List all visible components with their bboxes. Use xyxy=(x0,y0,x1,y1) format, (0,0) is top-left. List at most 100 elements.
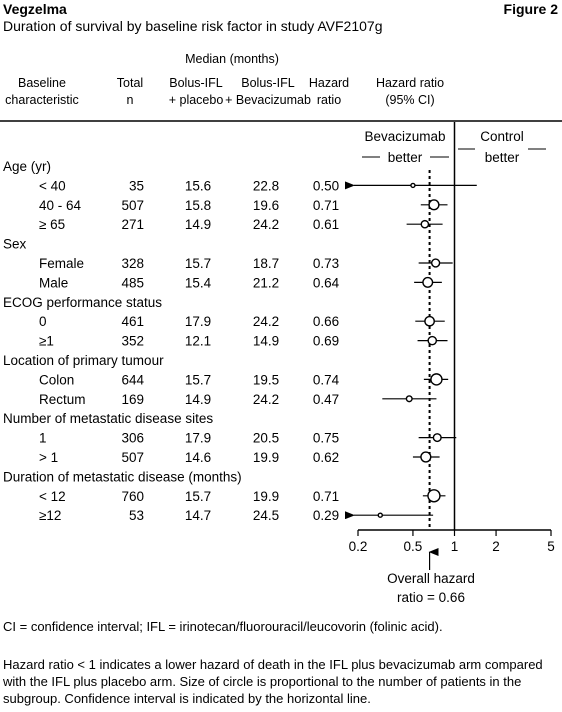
header-baseline-2: characteristic xyxy=(5,93,79,107)
hr-point xyxy=(432,433,442,443)
row-placebo-median: 15.7 xyxy=(185,256,211,271)
row-hazard-ratio: 0.50 xyxy=(313,178,339,193)
group-label: Number of metastatic disease sites xyxy=(3,411,213,426)
header-hr-2: ratio xyxy=(317,93,341,107)
header-bev-2: + Bevacizumab xyxy=(225,93,311,107)
row-hazard-ratio: 0.75 xyxy=(313,431,339,446)
footnote-abbreviations: CI = confidence interval; IFL = irinotec… xyxy=(3,619,443,634)
footnote-interpretation: Hazard ratio < 1 indicates a lower hazar… xyxy=(3,657,543,706)
row-bev-median: 19.9 xyxy=(253,489,279,504)
header-ci-1: Hazard ratio xyxy=(376,76,444,90)
group-label: ECOG performance status xyxy=(3,295,162,310)
chart-title: Duration of survival by baseline risk fa… xyxy=(3,18,382,34)
row-label: < 12 xyxy=(39,489,66,504)
row-total-n: 352 xyxy=(121,334,144,349)
row-total-n: 644 xyxy=(121,372,144,387)
favours-left-2: better xyxy=(388,150,423,165)
data-rows: Age (yr) < 40 35 15.6 22.8 0.50 40 - 64 507 15.8… xyxy=(3,159,477,523)
row-placebo-median: 17.9 xyxy=(185,314,211,329)
hr-point xyxy=(427,489,441,503)
hr-point xyxy=(422,276,434,288)
row-total-n: 760 xyxy=(121,489,144,504)
hr-point xyxy=(420,451,432,463)
row-label: Male xyxy=(39,275,68,290)
group-label: Sex xyxy=(3,237,27,252)
row-label: Colon xyxy=(39,372,74,387)
row-hazard-ratio: 0.47 xyxy=(313,392,339,407)
row-hazard-ratio: 0.69 xyxy=(313,334,339,349)
group-label: Duration of metastatic disease (months) xyxy=(3,469,242,484)
header-total-2: n xyxy=(127,93,134,107)
row-total-n: 461 xyxy=(121,314,144,329)
row-bev-median: 22.8 xyxy=(253,178,279,193)
row-bev-median: 14.9 xyxy=(253,334,279,349)
row-placebo-median: 15.7 xyxy=(185,489,211,504)
row-hazard-ratio: 0.62 xyxy=(313,450,339,465)
group-label: Age (yr) xyxy=(3,159,51,174)
row-total-n: 271 xyxy=(121,217,144,232)
row-label: ≥1 xyxy=(39,334,54,349)
hr-point xyxy=(430,373,443,386)
hr-point xyxy=(428,199,440,211)
header-bev-1: Bolus-IFL xyxy=(241,76,295,90)
row-placebo-median: 12.1 xyxy=(185,334,211,349)
hr-point xyxy=(420,219,430,229)
x-tick-label: 2 xyxy=(492,539,500,554)
x-tick-label: 0.5 xyxy=(404,539,423,554)
row-hazard-ratio: 0.73 xyxy=(313,256,339,271)
hr-point xyxy=(427,335,438,346)
row-placebo-median: 14.9 xyxy=(185,392,211,407)
header-ci-2: (95% CI) xyxy=(385,93,434,107)
row-total-n: 35 xyxy=(129,178,144,193)
row-bev-median: 18.7 xyxy=(253,256,279,271)
header-hr-1: Hazard xyxy=(309,76,349,90)
figure-label: Figure 2 xyxy=(504,1,559,17)
row-hazard-ratio: 0.74 xyxy=(313,372,340,387)
x-axis-ticks: 0.2 0.5 1 2 5 xyxy=(349,530,555,554)
row-label: 0 xyxy=(39,314,47,329)
x-tick-label: 0.2 xyxy=(349,539,368,554)
row-total-n: 53 xyxy=(129,508,144,523)
brand-name: Vegzelma xyxy=(3,1,67,17)
header-baseline-1: Baseline xyxy=(18,76,66,90)
row-hazard-ratio: 0.29 xyxy=(313,508,339,523)
row-total-n: 306 xyxy=(121,431,144,446)
favours-left-1: Bevacizumab xyxy=(364,129,445,144)
row-placebo-median: 14.7 xyxy=(185,508,211,523)
header-median-group: Median (months) xyxy=(185,52,279,66)
row-bev-median: 19.5 xyxy=(253,372,279,387)
overall-label-1: Overall hazard xyxy=(387,571,475,586)
row-placebo-median: 17.9 xyxy=(185,431,211,446)
hr-point xyxy=(410,182,416,189)
hr-point xyxy=(377,512,383,518)
row-hazard-ratio: 0.66 xyxy=(313,314,339,329)
header-total-1: Total xyxy=(117,76,143,90)
row-bev-median: 24.2 xyxy=(253,314,279,329)
row-placebo-median: 15.7 xyxy=(185,372,211,387)
row-label: Female xyxy=(39,256,84,271)
row-label: ≥12 xyxy=(39,508,61,523)
row-hazard-ratio: 0.71 xyxy=(313,489,339,504)
favours-right-2: better xyxy=(485,150,520,165)
header-placebo-2: + placebo xyxy=(169,93,224,107)
row-placebo-median: 14.6 xyxy=(185,450,211,465)
row-total-n: 328 xyxy=(121,256,144,271)
row-hazard-ratio: 0.71 xyxy=(313,198,339,213)
row-label: ≥ 65 xyxy=(39,217,65,232)
x-tick-label: 1 xyxy=(451,539,459,554)
group-label: Location of primary tumour xyxy=(3,353,164,368)
row-label: < 40 xyxy=(39,178,66,193)
hr-point xyxy=(424,315,435,327)
row-label: 1 xyxy=(39,431,47,446)
forest-plot: Vegzelma Figure 2 Duration of survival b… xyxy=(0,1,562,605)
row-bev-median: 19.6 xyxy=(253,198,279,213)
row-bev-median: 24.2 xyxy=(253,392,279,407)
row-total-n: 507 xyxy=(121,450,144,465)
header-placebo-1: Bolus-IFL xyxy=(169,76,223,90)
row-bev-median: 21.2 xyxy=(253,275,279,290)
row-bev-median: 24.5 xyxy=(253,508,279,523)
favours-right-1: Control xyxy=(480,129,524,144)
row-total-n: 507 xyxy=(121,198,144,213)
row-total-n: 169 xyxy=(121,392,144,407)
